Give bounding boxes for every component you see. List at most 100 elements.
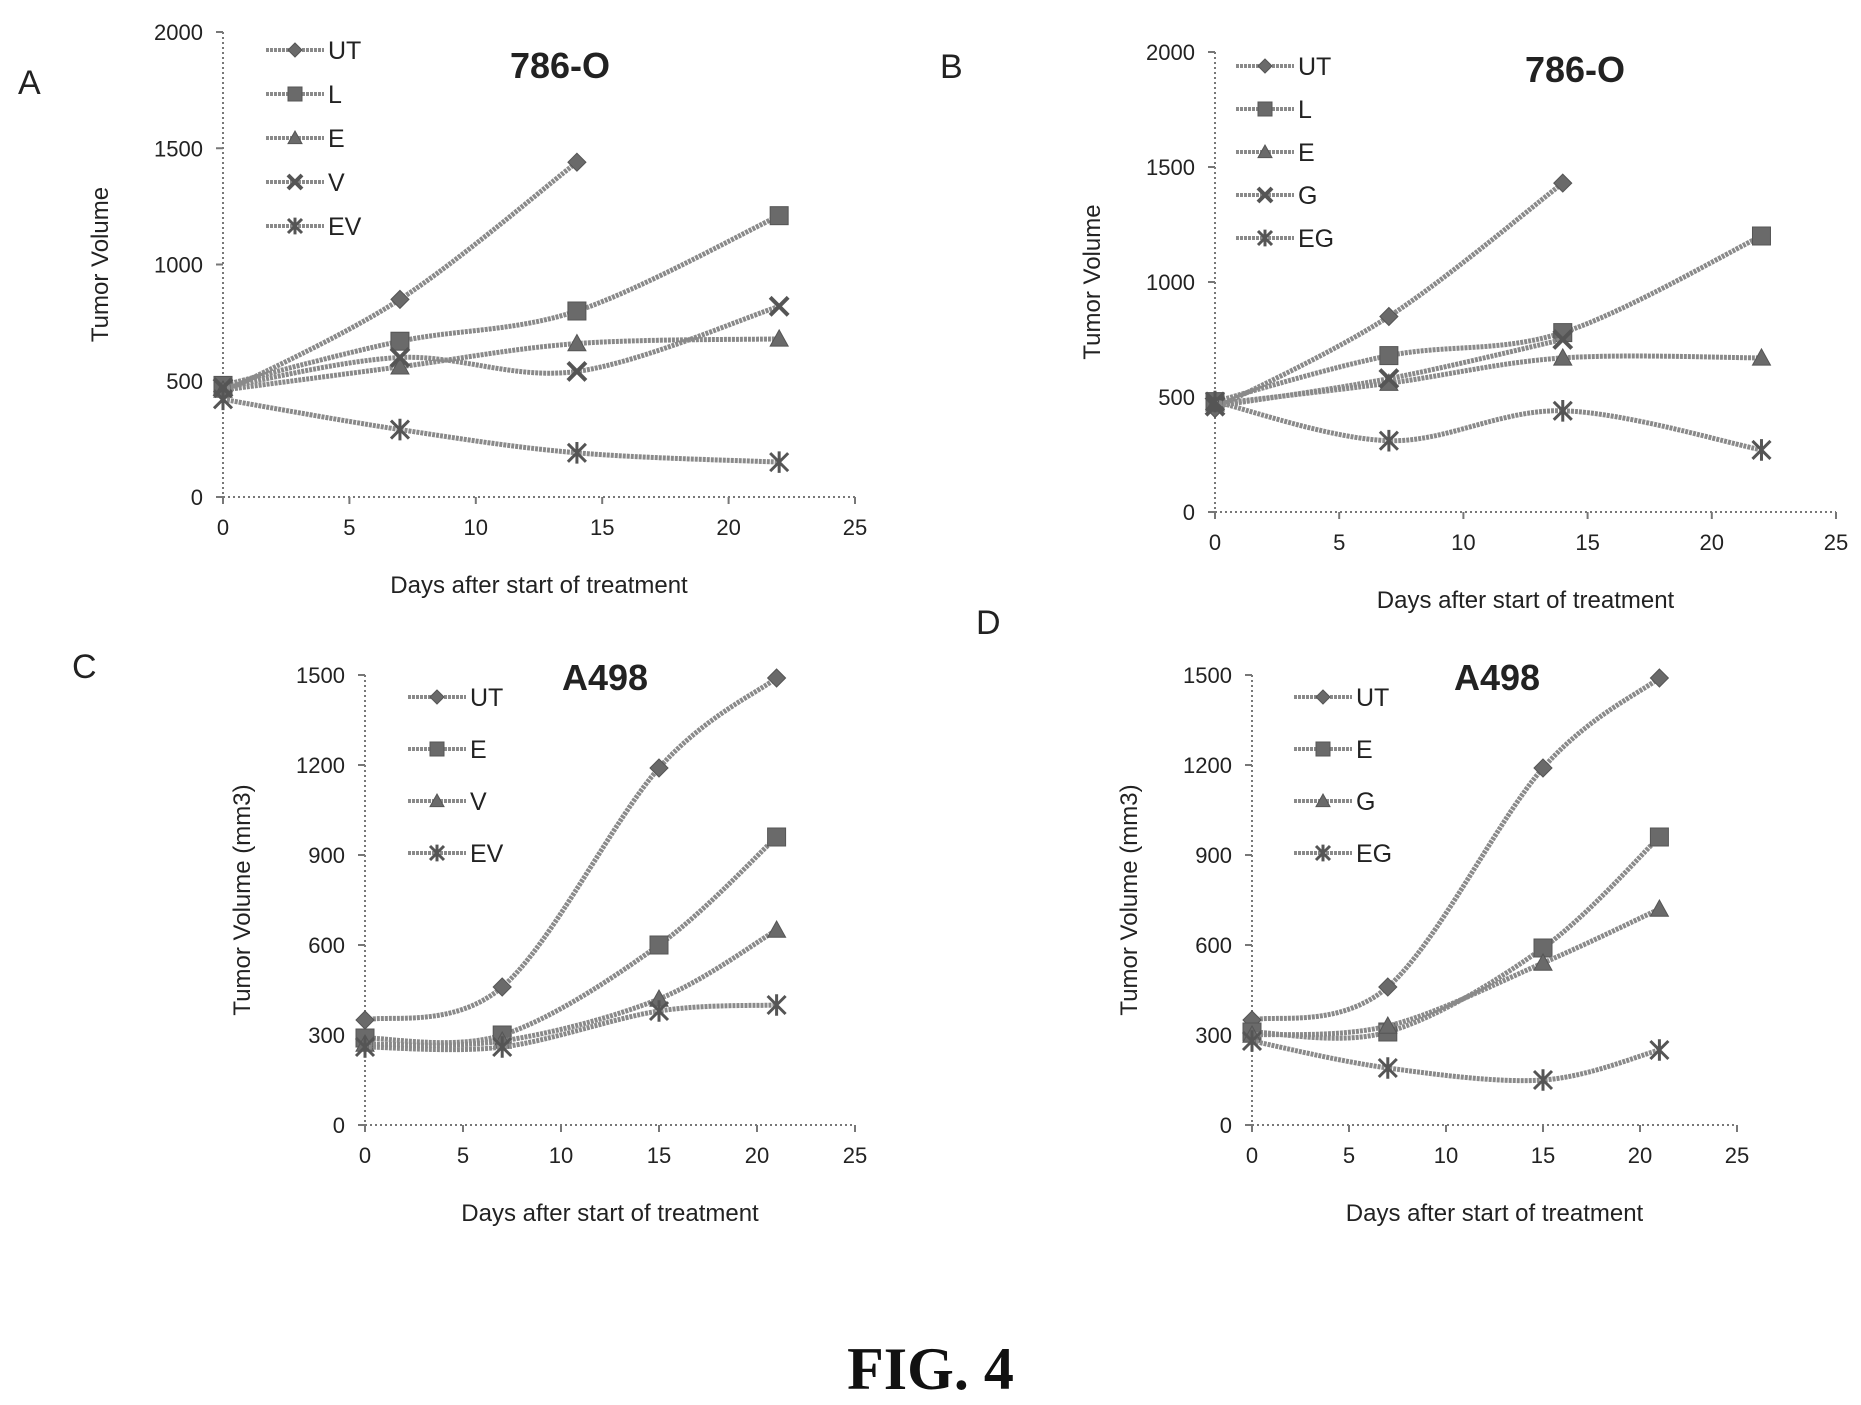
series-line-d-g (1251, 906, 1661, 1038)
legend-label-c-v: V (470, 788, 487, 816)
data-point-d-ut (1533, 758, 1553, 778)
y-tick-label-c: 1200 (296, 753, 345, 778)
x-tick-label-b: 0 (1209, 530, 1221, 555)
legend-marker-c (428, 844, 446, 862)
y-axis-label-d: Tumor Volume (mm3) (1116, 784, 1143, 1015)
data-point-d-g (1377, 1015, 1398, 1034)
y-tick-label-c: 900 (308, 843, 345, 868)
y-tick-label-b: 2000 (1146, 40, 1195, 65)
data-point-d-ut (1378, 977, 1398, 997)
panel-letter-d: D (976, 604, 1001, 642)
x-axis-label-a: Days after start of treatment (390, 572, 688, 599)
data-point-c-ev (648, 1000, 670, 1022)
chart-title-a: 786-O (510, 45, 610, 86)
chart-d: 0 300 600 900 1200 1500 0 5 10 15 20 25 Days after s… (1116, 657, 1749, 1227)
data-point-b-e (1751, 347, 1772, 366)
legend-label-b-eg: EG (1298, 225, 1334, 253)
data-point-c-ut (649, 758, 669, 778)
y-axis-label-c: Tumor Volume (mm3) (229, 784, 256, 1015)
data-point-a-l (769, 206, 789, 226)
data-point-a-e (769, 328, 790, 347)
legend-label-c-ut: UT (470, 684, 503, 712)
y-tick-label-d: 300 (1195, 1023, 1232, 1048)
legend-marker-d (1315, 689, 1331, 705)
legend-label-a-ut: UT (328, 37, 361, 65)
data-point-b-eg (1751, 439, 1772, 461)
x-tick-label-c: 25 (843, 1143, 867, 1168)
x-tick-label-d: 0 (1246, 1143, 1258, 1168)
data-point-d-ut (1649, 668, 1670, 688)
data-point-a-ev (566, 442, 587, 464)
legend-label-d-g: G (1356, 788, 1375, 816)
y-tick-label-c: 300 (308, 1023, 345, 1048)
x-tick-label-c: 0 (359, 1143, 371, 1168)
x-tick-label-c: 10 (549, 1143, 573, 1168)
data-point-a-e (390, 356, 410, 375)
y-axis-label-a: Tumor Volume (87, 187, 114, 342)
x-tick-label-a: 25 (843, 515, 867, 540)
data-point-c-ut (492, 977, 512, 997)
x-tick-label-b: 20 (1700, 530, 1724, 555)
data-point-a-e (567, 333, 587, 352)
data-point-c-e (767, 827, 787, 847)
y-tick-label-b: 1500 (1146, 155, 1195, 180)
y-tick-label-c: 1500 (296, 663, 345, 688)
series-line-c-v (364, 927, 778, 1048)
y-tick-label-d: 600 (1195, 933, 1232, 958)
y-tick-label-a: 1500 (154, 136, 203, 161)
series-line-a-e (222, 336, 780, 393)
series-line-d-ut (1251, 676, 1661, 1023)
legend-label-b-ut: UT (1298, 53, 1331, 81)
data-point-a-ev (769, 451, 790, 473)
data-point-b-eg (1204, 390, 1226, 413)
y-tick-label-d: 1500 (1183, 663, 1232, 688)
data-point-d-eg (1649, 1039, 1670, 1061)
data-point-c-ev (766, 994, 787, 1016)
data-point-b-ut (1379, 306, 1399, 327)
x-tick-label-b: 25 (1824, 530, 1848, 555)
legend-marker-d (1315, 792, 1331, 808)
legend-label-c-ev: EV (470, 840, 504, 868)
legend-marker-b (1257, 101, 1273, 117)
legend-label-b-l: L (1298, 96, 1312, 124)
legend-marker-a (286, 217, 304, 235)
data-point-a-ut (567, 152, 587, 172)
x-tick-label-d: 5 (1343, 1143, 1355, 1168)
series-line-b-l (1214, 233, 1763, 405)
data-point-a-ev (389, 418, 411, 441)
series-line-b-e (1214, 353, 1762, 407)
data-point-b-l (1751, 226, 1771, 246)
legend-label-a-l: L (328, 81, 342, 109)
data-point-b-g (1552, 329, 1574, 350)
x-axis-label-c: Days after start of treatment (461, 1200, 759, 1227)
data-point-a-l (567, 301, 587, 321)
x-tick-label-c: 20 (745, 1143, 769, 1168)
y-tick-label-b: 1000 (1146, 270, 1195, 295)
x-tick-label-c: 5 (457, 1143, 469, 1168)
data-point-a-v (566, 361, 588, 382)
legend-marker-b (1257, 58, 1273, 74)
y-tick-label-c: 600 (308, 933, 345, 958)
data-point-d-g (1533, 952, 1553, 971)
x-tick-label-b: 15 (1575, 530, 1599, 555)
chart-c: 0 300 600 900 1200 1500 0 5 10 15 20 25 Days after s… (229, 657, 867, 1227)
y-tick-label-b: 500 (1158, 385, 1195, 410)
data-point-c-ut (355, 1010, 375, 1030)
data-point-d-g (1649, 898, 1670, 917)
x-tick-label-d: 25 (1725, 1143, 1749, 1168)
data-point-b-e (1552, 347, 1573, 366)
legend-label-b-e: E (1298, 139, 1315, 167)
data-point-d-eg (1532, 1069, 1554, 1091)
x-tick-label-b: 10 (1451, 530, 1475, 555)
data-point-c-ut (766, 668, 787, 688)
x-tick-label-c: 15 (647, 1143, 671, 1168)
y-tick-label-d: 900 (1195, 843, 1232, 868)
data-point-a-v (768, 295, 790, 317)
chart-a: 0 500 1000 1500 2000 0 5 10 15 20 25 Days after sta… (87, 20, 867, 599)
data-point-b-g (1378, 368, 1400, 390)
series-line-b-eg (1214, 399, 1762, 453)
data-point-d-e (1649, 827, 1669, 847)
data-point-d-eg (1377, 1057, 1398, 1079)
